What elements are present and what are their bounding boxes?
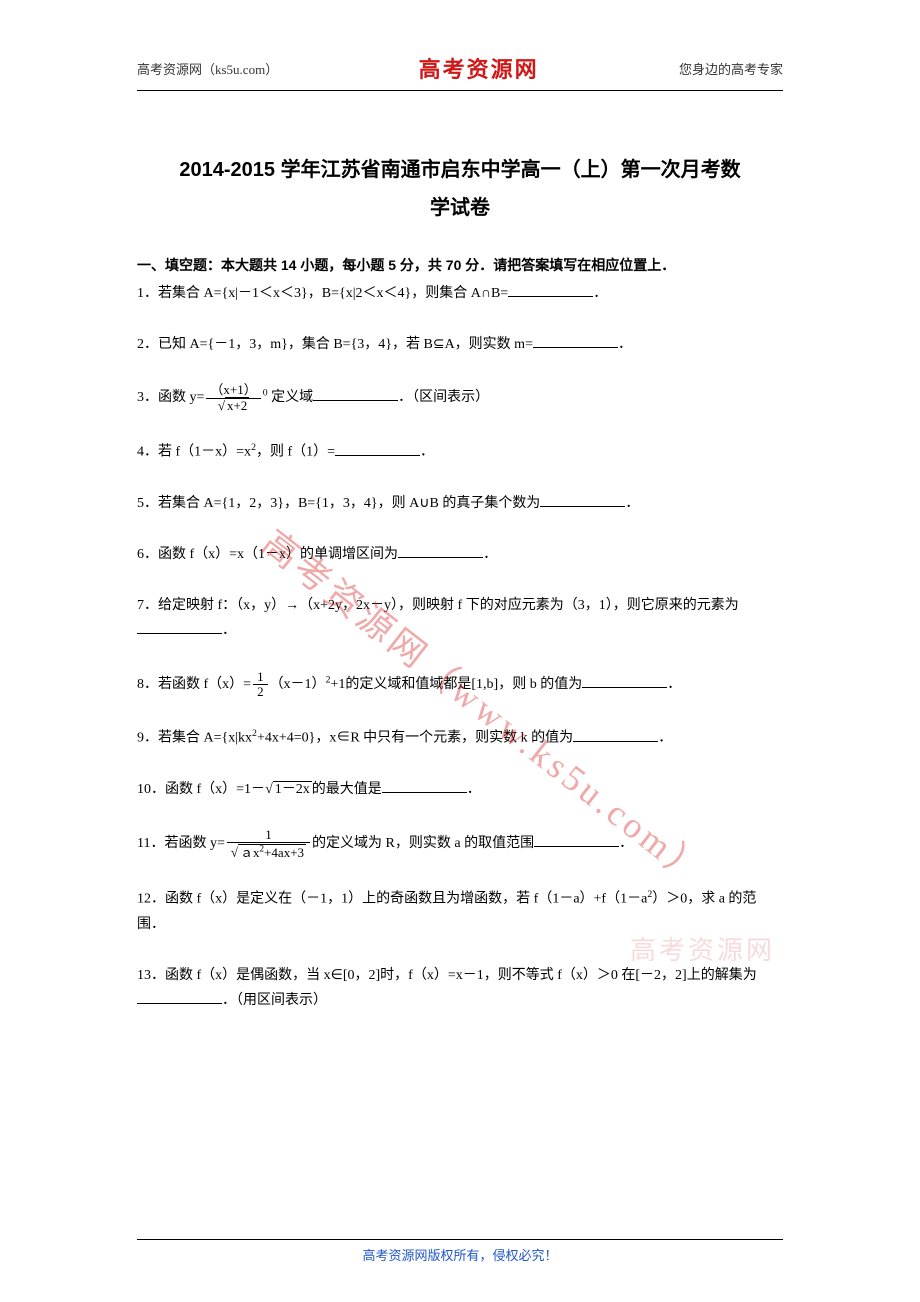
question-8: 8．若函数 f（x）=12（x－1）2 +1的定义域和值域都是[1,b]，则 b …	[137, 670, 783, 700]
footer-divider	[137, 1239, 783, 1240]
q5-text: 5．若集合 A={1，2，3}，B={1，3，4}，则 A∪B 的真子集个数为	[137, 496, 540, 511]
q5-end: ．	[625, 496, 639, 511]
page-header: 高考资源网（ks5u.com） 高考资源网 您身边的高考专家	[137, 52, 783, 84]
q9-mid: +4x+4=0}，x∈R 中只有一个元素，则实数 k 的值为	[257, 731, 573, 746]
question-10: 10．函数 f（x）=1－√1－2x的最大值是．	[137, 777, 783, 802]
q7-end: ．	[222, 623, 236, 638]
section-header: 一、填空题：本大题共 14 小题，每小题 5 分，共 70 分．请把答案填写在相…	[137, 255, 783, 275]
question-3: 3．函数 y=（x+1）√x+20 定义域．（区间表示）	[137, 383, 783, 413]
q8-pre: 8．若函数 f（x）=	[137, 677, 251, 692]
q13-text: 13．函数 f（x）是偶函数，当 x∈[0，2]时，f（x）=x－1，则不等式 …	[137, 968, 757, 983]
title-line1: 2014-2015 学年江苏省南通市启东中学高一（上）第一次月考数	[137, 151, 783, 189]
blank-field	[137, 620, 222, 634]
header-right-text: 您身边的高考专家	[679, 59, 783, 78]
q1-text: 1．若集合 A={x|－1＜x＜3}，B={x|2＜x＜4}，则集合 A∩B=	[137, 286, 508, 301]
blank-field	[335, 442, 420, 456]
q6-end: ．	[483, 547, 497, 562]
q7-text: 7．给定映射 f：（x，y）→（x+2y，2x－y），则映射 f 下的对应元素为…	[137, 598, 739, 613]
question-6: 6．函数 f（x）=x（1－x）的单调增区间为 ．	[137, 542, 783, 567]
q11-end: ．	[619, 836, 633, 851]
q3-mid: 定义域	[268, 390, 314, 405]
exam-page: 高考资源网（ks5u.com） 高考资源网 您身边的高考专家 2014-2015…	[0, 0, 920, 1080]
blank-field	[540, 493, 625, 507]
q11-mid: 的定义域为 R，则实数 a 的取值范围	[312, 836, 534, 851]
q6-text: 6．函数 f（x）=x（1－x）的单调增区间为	[137, 547, 398, 562]
q11-pre: 11．若函数 y=	[137, 836, 225, 851]
fraction: 1√ａx2+4ax+3	[227, 828, 310, 860]
q3-pre: 3．函数 y=	[137, 390, 204, 405]
question-7: 7．给定映射 f：（x，y）→（x+2y，2x－y），则映射 f 下的对应元素为…	[137, 593, 783, 643]
q2-text: 2．已知 A={－1，3，m}，集合 B={3，4}，若 B⊆A，则实数 m=	[137, 337, 533, 352]
question-13: 13．函数 f（x）是偶函数，当 x∈[0，2]时，f（x）=x－1，则不等式 …	[137, 963, 783, 1013]
question-1: 1．若集合 A={x|－1＜x＜3}，B={x|2＜x＜4}，则集合 A∩B= ．	[137, 281, 783, 306]
q10-pre: 10．函数 f（x）=1－	[137, 782, 265, 797]
q12-text: 12．函数 f（x）是定义在（－1，1）上的奇函数且为增函数，若 f（1－a）+…	[137, 892, 647, 907]
numerator: 1	[253, 670, 268, 685]
blank-field	[398, 544, 483, 558]
q3-end: ．（区间表示）	[398, 390, 489, 405]
denominator: √ａx2+4ax+3	[227, 843, 310, 860]
question-12: 12．函数 f（x）是定义在（－1，1）上的奇函数且为增函数，若 f（1－a）+…	[137, 886, 783, 937]
question-11: 11．若函数 y=1√ａx2+4ax+3的定义域为 R，则实数 a 的取值范围 ．	[137, 828, 783, 860]
q9-end: ．	[658, 731, 672, 746]
blank-field	[508, 283, 593, 297]
q13-end: ．（用区间表示）	[222, 993, 327, 1008]
exam-title: 2014-2015 学年江苏省南通市启东中学高一（上）第一次月考数 学试卷	[137, 151, 783, 227]
blank-field	[573, 728, 658, 742]
q4-end: ．	[420, 445, 434, 460]
question-9: 9．若集合 A={x|kx2+4x+4=0}，x∈R 中只有一个元素，则实数 k…	[137, 725, 783, 751]
blank-field	[533, 334, 618, 348]
blank-field	[313, 387, 398, 401]
fraction: （x+1）√x+2	[206, 383, 260, 413]
denominator: √x+2	[206, 399, 260, 413]
q9-text: 9．若集合 A={x|kx	[137, 731, 252, 746]
q1-end: ．	[593, 286, 607, 301]
header-left-text: 高考资源网（ks5u.com）	[137, 59, 278, 78]
question-2: 2．已知 A={－1，3，m}，集合 B={3，4}，若 B⊆A，则实数 m= ．	[137, 332, 783, 357]
blank-field	[534, 833, 619, 847]
header-divider	[137, 90, 783, 91]
sqrt-content: 1－2x	[273, 781, 312, 797]
q8-mid2: +1的定义域和值域都是[1,b]，则 b 的值为	[330, 677, 582, 692]
q10-end: ．	[467, 782, 481, 797]
question-5: 5．若集合 A={1，2，3}，B={1，3，4}，则 A∪B 的真子集个数为 ．	[137, 491, 783, 516]
q8-end: ．	[667, 677, 681, 692]
header-center-logo: 高考资源网	[419, 52, 539, 84]
blank-field	[137, 990, 222, 1004]
fraction: 12	[253, 670, 268, 700]
q4-mid: ，则 f（1）=	[256, 445, 335, 460]
title-line2: 学试卷	[137, 189, 783, 227]
question-4: 4．若 f（1－x）=x2，则 f（1）=．	[137, 439, 783, 465]
q4-text: 4．若 f（1－x）=x	[137, 445, 251, 460]
blank-field	[582, 674, 667, 688]
numerator: 1	[227, 828, 310, 843]
q10-mid: 的最大值是	[312, 782, 382, 797]
footer-copyright: 高考资源网版权所有，侵权必究！	[0, 1245, 920, 1264]
q2-end: ．	[618, 337, 632, 352]
q8-mid: （x－1）	[270, 677, 326, 692]
blank-field	[382, 779, 467, 793]
denominator: 2	[253, 685, 268, 699]
